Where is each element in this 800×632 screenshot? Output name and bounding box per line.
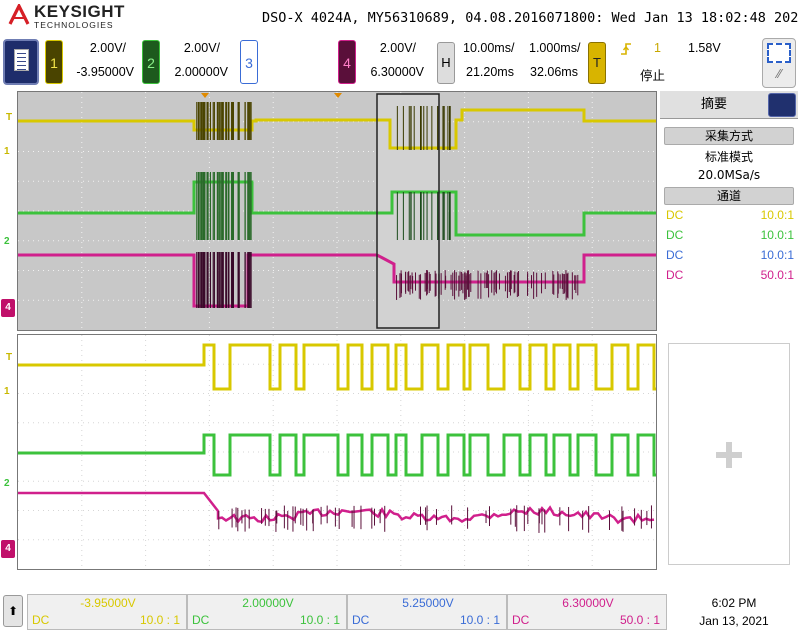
clock-time: 6:02 PM [711,596,757,610]
channel-1-ground-marker[interactable]: 1 [4,146,10,157]
up-arrow-icon: ⬆ [7,604,19,618]
main-waveform-canvas [18,92,656,330]
document-icon [14,49,29,71]
bottom-channel-1-offset: -3.95000V [80,596,136,610]
sidebar-channel-2-row: DC 10.0:1 [666,228,794,246]
run-status: 停止 [640,69,666,83]
sidebar-tab-bar: 摘要 [660,91,798,119]
horizontal-main-delay[interactable]: 21.20ms [466,65,514,79]
acquisition-mode: 标准模式 [704,150,753,164]
channel-4-scale[interactable]: 2.00V/ [379,41,416,55]
sidebar-channel-2-probe: 10.0:1 [760,228,794,242]
waveform-icon: ⁄⁄ [776,67,781,81]
trigger-source[interactable]: 1 [654,41,661,55]
instrument-title: DSO-X 4024A, MY56310689, 04.08.201607180… [262,10,800,26]
up-arrow-button[interactable]: ⬆ [3,595,23,627]
zoom-trigger-level-marker[interactable]: T [6,352,13,363]
bottom-channel-4-coupling: DC [512,613,530,627]
zoom-channel-4-ground-marker[interactable]: 4 [1,540,15,558]
rising-edge-icon [621,43,631,55]
trigger-position-marker [201,93,209,98]
zoom-channel-1-ground-marker[interactable]: 1 [4,386,10,397]
brand-name: KEYSIGHT [34,2,125,21]
trigger-level-marker[interactable]: T [6,112,13,123]
bottom-channel-3-cell[interactable]: 5.25000V DC 10.0 : 1 [347,594,507,630]
channel-2-trace [18,180,656,237]
keysight-logo: KEYSIGHT TECHNOLOGIES [6,2,136,32]
horizontal-zoom-scale[interactable]: 1.000ms/ [529,41,581,55]
zoom-waveform-canvas [18,335,656,569]
bottom-channel-2-offset: 2.00000V [242,596,294,610]
zoom-window-icon [767,43,791,63]
trigger-key[interactable]: T [588,42,606,84]
sidebar-channel-1-coupling: DC [666,208,684,222]
channel-2-key[interactable]: 2 [142,40,160,84]
keysight-logo-mark [8,4,30,25]
channel-4-ground-marker[interactable]: 4 [1,299,15,317]
bottom-channel-4-probe: 50.0 : 1 [619,613,660,627]
summary-sidebar: 摘要 采集方式 标准模式 20.0MSa/s 通道 DC 10.0:1 DC 1… [660,91,798,331]
zoom-channel-2-trace [18,433,656,477]
sidebar-channel-3-probe: 10.0:1 [760,248,794,262]
main-waveform-display[interactable] [17,91,657,331]
trigger-level[interactable]: 1.58V [688,41,721,55]
tab-summary[interactable]: 摘要 [700,97,727,112]
sidebar-channel-1-probe: 10.0:1 [760,208,794,222]
zoom-channel-1-trace [18,343,656,391]
sidebar-channel-4-coupling: DC [666,268,684,282]
channel-2-ground-marker[interactable]: 2 [4,236,10,247]
horizontal-main-scale[interactable]: 10.00ms/ [463,41,515,55]
acquisition-header: 采集方式 [664,127,794,145]
bottom-channel-4-offset: 6.30000V [562,596,614,610]
bottom-channel-2-cell[interactable]: 2.00000V DC 10.0 : 1 [187,594,347,630]
channel-3-key[interactable]: 3 [240,40,258,84]
bottom-channel-1-cell[interactable]: -3.95000V DC 10.0 : 1 [27,594,187,630]
channel-2-scale[interactable]: 2.00V/ [183,41,220,55]
clock-date: Jan 13, 2021 [699,614,769,628]
sidebar-channel-4-row: DC 50.0:1 [666,268,794,286]
zoom-window-fill [377,94,439,328]
bottom-channel-2-probe: 10.0 : 1 [299,613,340,627]
brand-sub: TECHNOLOGIES [34,20,114,30]
channel-control-strip: 1 2.00V/ -3.95000V 2 2.00V/ 2.00000V 3 4… [0,36,800,90]
zoom-channel-2-ground-marker[interactable]: 2 [4,478,10,489]
zoom-waveform-display[interactable] [17,334,657,570]
sidebar-channel-2-coupling: DC [666,228,684,242]
bottom-channel-3-probe: 10.0 : 1 [459,613,500,627]
channel-1-offset[interactable]: -3.95000V [76,65,134,79]
sidebar-channel-3-coupling: DC [666,248,684,262]
sidebar-list-icon[interactable] [768,93,796,117]
main-menu-button[interactable] [3,39,39,85]
delay-marker [334,93,342,98]
channel-2-offset[interactable]: 2.00000V [174,65,228,79]
sidebar-channel-1-row: DC 10.0:1 [666,208,794,226]
channels-header: 通道 [664,187,794,205]
zoom-window-frame [376,93,440,329]
channel-4-key[interactable]: 4 [338,40,356,84]
title-bar: KEYSIGHT TECHNOLOGIES DSO-X 4024A, MY563… [0,0,800,36]
channel-1-scale[interactable]: 2.00V/ [89,41,126,55]
sidebar-channel-3-row: DC 10.0:1 [666,248,794,266]
bottom-status-bar: ⬆ -3.95000V DC 10.0 : 1 2.00000V DC 10.0… [0,590,800,632]
bottom-channel-1-probe: 10.0 : 1 [139,613,180,627]
bottom-channel-3-offset: 5.25000V [402,596,454,610]
horizontal-zoom-delay[interactable]: 32.06ms [530,65,578,79]
zoom-channel-4-trace [18,491,655,525]
sample-rate: 20.0MSa/s [697,168,761,182]
plus-icon [716,442,742,468]
sidebar-channel-4-probe: 50.0:1 [760,268,794,282]
add-sidebar-panel[interactable] [668,343,790,565]
bottom-channel-3-coupling: DC [352,613,370,627]
bottom-channel-4-cell[interactable]: 6.30000V DC 50.0 : 1 [507,594,667,630]
clock: 6:02 PM Jan 13, 2021 [670,594,798,630]
channel-1-key[interactable]: 1 [45,40,63,84]
channel-4-offset[interactable]: 6.30000V [370,65,424,79]
horizontal-key[interactable]: H [437,42,455,84]
bottom-channel-2-coupling: DC [192,613,210,627]
zoom-toggle-button[interactable]: ⁄⁄ [762,38,796,88]
bottom-channel-1-coupling: DC [32,613,50,627]
